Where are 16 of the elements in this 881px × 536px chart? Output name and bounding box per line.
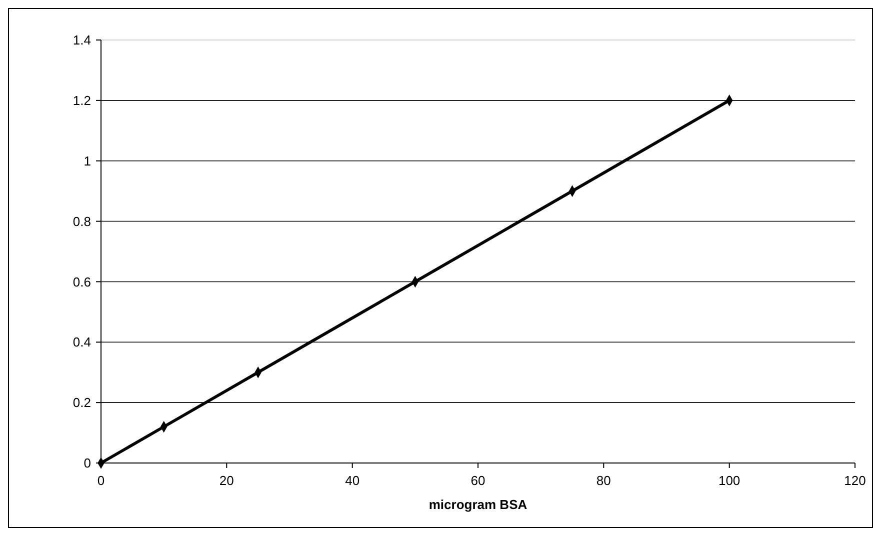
x-tick-label: 40	[345, 473, 360, 488]
y-tick-label: 0.2	[72, 395, 91, 410]
x-tick-label: 100	[718, 473, 740, 488]
y-tick-label: 0	[84, 456, 91, 471]
y-tick-label: 1	[84, 153, 91, 168]
y-tick-label: 0.6	[72, 274, 91, 290]
x-tick-label: 60	[470, 473, 486, 488]
x-axis-title: microgram BSA	[428, 497, 528, 512]
y-tick-label: 0.4	[72, 334, 91, 350]
x-tick-label: 120	[844, 473, 866, 488]
x-tick-label: 20	[219, 473, 234, 488]
y-tick-label: 0.8	[72, 214, 91, 229]
y-tick-label: 1.2	[72, 92, 91, 108]
x-tick-label: 80	[596, 473, 611, 488]
y-tick-label: 1.4	[72, 32, 91, 48]
x-tick-label: 0	[97, 473, 105, 488]
